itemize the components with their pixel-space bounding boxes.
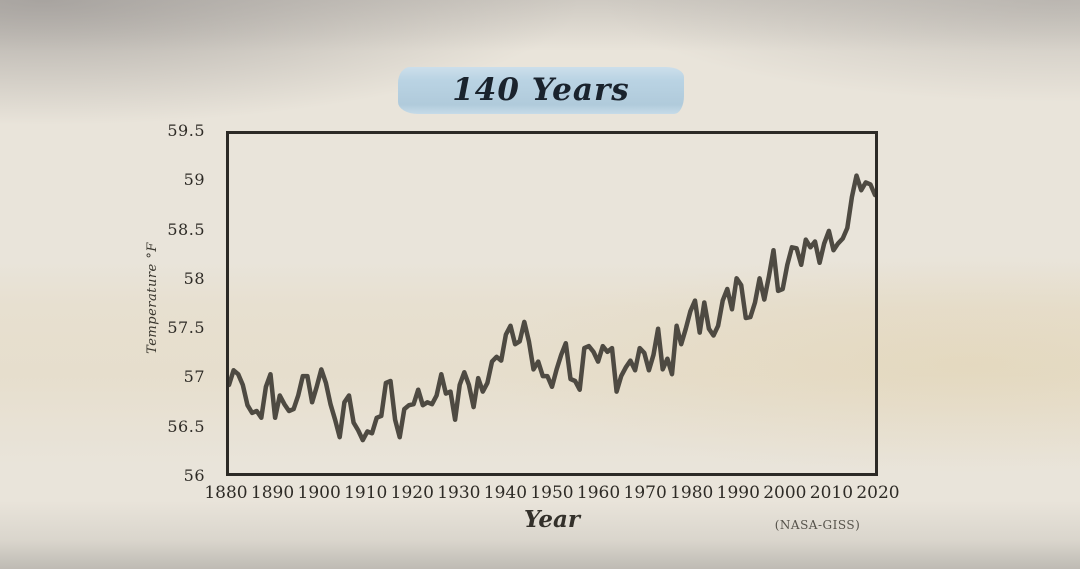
chart-title-highlight: 140 Years	[398, 67, 684, 114]
x-tick-label: 1880	[204, 483, 248, 503]
chart-title: 140 Years	[452, 71, 630, 108]
temperature-line	[229, 173, 875, 443]
x-tick-label: 1900	[297, 483, 341, 503]
x-tick-label: 1980	[670, 483, 714, 503]
x-axis-title: Year	[523, 506, 581, 533]
plot-box	[226, 131, 878, 476]
x-tick-label: 1890	[250, 483, 295, 503]
x-tick-label: 1920	[390, 483, 434, 503]
data-source-label: (NASA-GISS)	[774, 518, 861, 532]
y-tick-label: 57	[183, 367, 205, 387]
x-tick-label: 1930	[437, 483, 481, 503]
x-tick-label: 1940	[483, 483, 528, 503]
x-tick-label: 1960	[576, 483, 621, 503]
x-tick-label: 1970	[623, 483, 667, 503]
y-tick-label: 56	[183, 466, 205, 485]
y-tick-label: 59.5	[167, 121, 205, 140]
x-tick-label: 1910	[344, 483, 388, 503]
x-tick-label: 1990	[716, 483, 760, 503]
y-tick-label: 58	[183, 268, 205, 288]
x-tick-label: 2000	[763, 483, 807, 503]
x-tick-label: 2020	[856, 483, 900, 503]
x-tick-label: 2010	[809, 483, 854, 503]
y-tick-label: 59	[183, 170, 205, 190]
x-tick-label: 1950	[530, 483, 574, 503]
y-tick-label: 57.5	[167, 318, 205, 338]
temperature-line-chart	[229, 173, 875, 443]
y-tick-label: 58.5	[167, 219, 205, 239]
y-tick-label: 56.5	[167, 416, 205, 436]
